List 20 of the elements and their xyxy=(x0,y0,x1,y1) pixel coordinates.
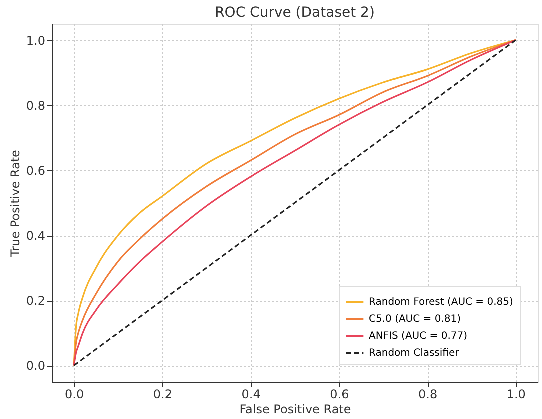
x-tick-label: 0.2 xyxy=(153,388,172,402)
y-axis-title: True Positive Rate xyxy=(8,150,22,258)
y-tick-label: 0.4 xyxy=(26,229,46,244)
x-tick-label: 0.4 xyxy=(242,388,261,402)
x-tick-label: 0.8 xyxy=(418,388,438,402)
x-tick-label: 1.0 xyxy=(506,388,526,402)
y-tick-label: 0.0 xyxy=(26,359,46,374)
legend-label: ANFIS (AUC = 0.77) xyxy=(369,331,468,342)
chart-title: ROC Curve (Dataset 2) xyxy=(215,5,375,21)
y-tick-label: 0.8 xyxy=(26,98,46,113)
y-tick-label: 1.0 xyxy=(26,34,46,48)
line-series xyxy=(73,39,517,367)
legend-label: C5.0 (AUC = 0.81) xyxy=(369,314,462,325)
x-axis-title: False Positive Rate xyxy=(240,402,352,416)
x-tick-label: 0.6 xyxy=(330,388,350,402)
legend-label: Random Forest (AUC = 0.85) xyxy=(369,297,514,308)
legend-label: Random Classifier xyxy=(369,348,460,359)
y-tick-label: 0.6 xyxy=(26,164,46,178)
y-tick-label: 0.2 xyxy=(26,294,46,308)
x-tick-label: 0.0 xyxy=(65,388,84,402)
